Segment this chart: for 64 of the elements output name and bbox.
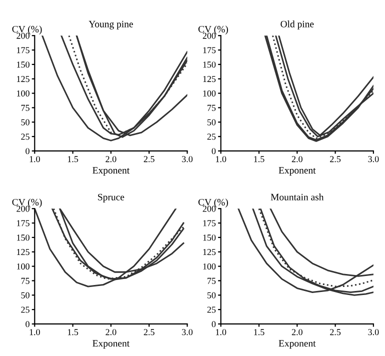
x-tick-label: 3.0 (182, 156, 193, 162)
y-tick-label: 100 (17, 90, 30, 96)
y-tick-label: 125 (203, 76, 216, 82)
y-tick-label: 0 (212, 321, 216, 328)
x-tick-label: 3.0 (368, 329, 379, 336)
x-tick-label: 2.0 (106, 156, 116, 162)
y-tick-label: 50 (207, 119, 216, 126)
x-tick-label: 2.0 (292, 156, 302, 162)
x-axis-title: Exponent (92, 167, 130, 176)
y-tick-label: 200 (202, 206, 216, 212)
y-tick-label: 100 (203, 263, 216, 270)
x-tick-label: 1.0 (30, 156, 40, 162)
y-tick-label: 150 (17, 62, 30, 68)
x-tick-label: 1.5 (254, 329, 264, 336)
y-tick-label: 0 (212, 148, 216, 154)
x-tick-label: 2.0 (106, 329, 116, 336)
x-tick-label: 1.5 (254, 156, 264, 162)
y-tick-label: 175 (17, 220, 30, 226)
y-tick-label: 75 (21, 104, 30, 111)
y-tick-label: 200 (202, 32, 216, 39)
y-tick-label: 150 (203, 62, 216, 68)
y-tick-label: 75 (208, 278, 216, 284)
chart-title: Spruce (98, 194, 124, 202)
y-tick-label: 25 (21, 134, 30, 140)
y-tick-label: 125 (203, 249, 216, 256)
x-tick-label: 1.0 (216, 329, 226, 336)
x-tick-label: 2.5 (330, 156, 341, 162)
y-tick-label: 175 (203, 220, 216, 226)
y-tick-label: 25 (207, 134, 216, 140)
chart-title: Mountain ash (270, 194, 324, 200)
x-tick-label: 2.5 (330, 329, 341, 336)
x-tick-label: 1.0 (216, 156, 226, 162)
y-tick-label: 0 (26, 148, 30, 154)
y-tick-label: 175 (203, 47, 216, 54)
y-tick-label: 100 (203, 90, 216, 96)
y-tick-label: 75 (208, 104, 216, 111)
y-tick-label: 25 (21, 306, 30, 313)
x-axis-title: Exponent (92, 340, 130, 349)
x-tick-label: 1.5 (68, 329, 78, 336)
y-tick-label: 200 (16, 32, 30, 39)
x-tick-label: 2.5 (144, 156, 154, 162)
y-tick-label: 50 (21, 292, 30, 298)
y-tick-label: 125 (17, 76, 30, 82)
chart-title: Old pine (280, 20, 314, 30)
y-tick-label: 50 (207, 292, 216, 298)
y-tick-label: 25 (207, 306, 216, 313)
x-tick-label: 2.5 (144, 329, 154, 336)
x-tick-label: 3.0 (368, 156, 379, 162)
y-tick-label: 150 (203, 234, 216, 241)
x-axis-title: Exponent (278, 167, 316, 176)
x-tick-label: 1.0 (30, 329, 40, 336)
y-tick-label: 125 (17, 249, 30, 256)
chart-title: Young pine (88, 20, 133, 30)
y-tick-label: 75 (21, 278, 30, 284)
x-tick-label: 2.0 (292, 329, 302, 336)
y-tick-label: 0 (26, 321, 30, 328)
y-tick-label: 100 (17, 263, 30, 270)
x-tick-label: 1.5 (68, 156, 78, 162)
y-tick-label: 150 (17, 234, 30, 241)
x-axis-title: Exponent (278, 340, 316, 349)
y-tick-label: 175 (17, 47, 30, 54)
x-tick-label: 3.0 (182, 329, 193, 336)
y-tick-label: 200 (16, 206, 30, 212)
y-tick-label: 50 (21, 119, 30, 126)
